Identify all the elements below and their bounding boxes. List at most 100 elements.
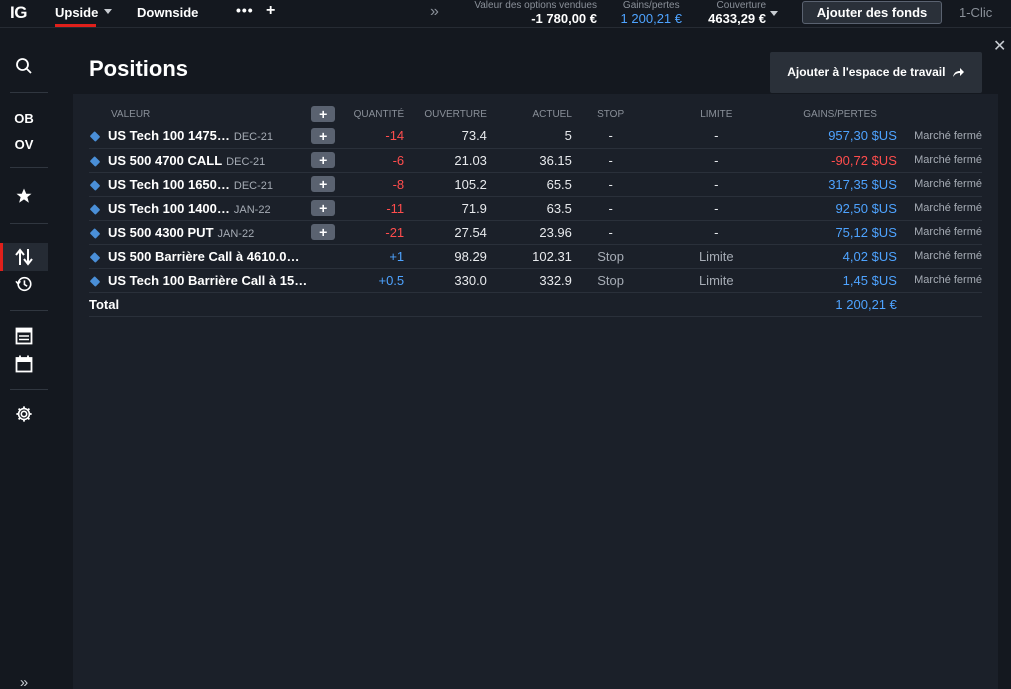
chevron-down-icon[interactable] bbox=[104, 9, 112, 14]
profit-loss-cell: 92,50 $US bbox=[783, 196, 897, 221]
sold-options-label: Valeur des options vendues bbox=[474, 0, 597, 11]
market-status-cell: Marché fermé bbox=[896, 268, 982, 293]
instrument-name[interactable]: US 500 Barrière Call à 4610.0… bbox=[108, 248, 300, 264]
column-header-actuel[interactable]: ACTUEL bbox=[532, 108, 572, 120]
more-tabs-icon[interactable]: ••• bbox=[236, 2, 254, 18]
column-header-gains[interactable]: GAINS/PERTES bbox=[803, 108, 877, 120]
add-to-position-button[interactable]: + bbox=[311, 176, 336, 193]
table-row[interactable]: US Tech 100 1650… DEC-21 + -8 105.2 65.5- -317… bbox=[89, 172, 982, 197]
expiry-label: DEC-21 bbox=[226, 155, 266, 168]
rail-divider bbox=[10, 389, 48, 390]
tag-icon bbox=[89, 179, 101, 191]
stop-cell[interactable]: Stop bbox=[571, 268, 650, 293]
search-icon[interactable] bbox=[0, 57, 48, 78]
column-header-stop[interactable]: STOP bbox=[597, 108, 625, 120]
add-to-position-button[interactable]: + bbox=[311, 128, 336, 145]
stop-cell[interactable]: Stop bbox=[571, 244, 650, 269]
column-header-quantite[interactable]: QUANTITÉ bbox=[353, 108, 405, 120]
stop-cell[interactable]: - bbox=[571, 220, 650, 245]
active-tab-indicator bbox=[55, 24, 96, 27]
expiry-label: JAN-22 bbox=[233, 203, 271, 216]
profit-loss-amount: 1 200,21 € bbox=[620, 11, 682, 26]
star-icon[interactable] bbox=[0, 187, 48, 208]
total-value: 1 200,21 € bbox=[783, 292, 897, 317]
open-price-cell: 105.2 bbox=[404, 172, 487, 197]
stop-cell[interactable]: - bbox=[571, 148, 650, 173]
limit-cell[interactable]: Limite bbox=[649, 268, 784, 293]
instrument-name[interactable]: US Tech 100 1475… bbox=[108, 128, 230, 144]
current-price-cell: 102.31 bbox=[486, 244, 572, 269]
profit-loss-cell: 317,35 $US bbox=[783, 172, 897, 197]
add-to-workspace-label: Ajouter à l'espace de travail bbox=[787, 65, 946, 79]
add-to-position-button[interactable]: + bbox=[311, 200, 336, 217]
add-position-button[interactable]: + bbox=[311, 106, 336, 122]
add-funds-button[interactable]: Ajouter des fonds bbox=[802, 1, 942, 24]
quantity-cell: +0.5 bbox=[338, 268, 405, 293]
instrument-name[interactable]: US Tech 100 1400… bbox=[108, 200, 230, 216]
gear-icon[interactable] bbox=[0, 405, 48, 426]
rail-item-ob[interactable]: OB bbox=[14, 111, 34, 126]
one-click-toggle[interactable]: 1-Clic bbox=[959, 5, 993, 20]
column-header-valeur[interactable]: VALEUR bbox=[111, 108, 151, 120]
rail-divider bbox=[10, 167, 48, 168]
current-price-cell: 63.5 bbox=[486, 196, 572, 221]
rail-active-background bbox=[0, 243, 48, 271]
expiry-label: DEC-21 bbox=[233, 131, 274, 144]
coverage-amount: 4633,29 € bbox=[708, 11, 766, 26]
rail-item-ov[interactable]: OV bbox=[14, 137, 34, 152]
instrument-name[interactable]: US Tech 100 1650… bbox=[108, 176, 230, 192]
profit-loss-cell: 75,12 $US bbox=[783, 220, 897, 245]
table-row[interactable]: US 500 Barrière Call à 4610.0… +1 98.29 102… bbox=[89, 244, 982, 269]
current-price-cell: 65.5 bbox=[486, 172, 572, 197]
chevron-down-icon[interactable] bbox=[770, 11, 778, 16]
profit-loss-cell: 1,45 $US bbox=[783, 268, 897, 293]
table-row[interactable]: US Tech 100 1400… JAN-22 + -11 71.9 63.5- -92,… bbox=[89, 196, 982, 221]
limit-cell[interactable]: - bbox=[649, 124, 784, 149]
tag-icon bbox=[89, 251, 101, 263]
tab-downside[interactable]: Downside bbox=[137, 5, 199, 20]
table-row[interactable]: US Tech 100 1475… DEC-21 + -14 73.4 5- -957,30… bbox=[89, 124, 982, 149]
table-row[interactable]: US 500 4700 CALL DEC-21 + -6 21.03 36.15- - -90… bbox=[89, 148, 982, 173]
column-header-limite[interactable]: LIMITE bbox=[700, 108, 733, 120]
instrument-name[interactable]: US 500 4700 CALL bbox=[108, 152, 223, 168]
close-icon[interactable]: ✕ bbox=[993, 38, 1007, 55]
calendar-icon[interactable] bbox=[0, 355, 48, 376]
open-price-cell: 71.9 bbox=[404, 196, 487, 221]
add-tab-button[interactable]: + bbox=[266, 2, 276, 19]
open-price-cell: 330.0 bbox=[404, 268, 487, 293]
limit-cell[interactable]: - bbox=[649, 148, 784, 173]
positions-icon[interactable] bbox=[0, 247, 48, 270]
market-status-cell: Marché fermé bbox=[896, 244, 982, 269]
total-label: Total bbox=[89, 292, 312, 317]
limit-cell[interactable]: Limite bbox=[649, 244, 784, 269]
market-status-cell: Marché fermé bbox=[896, 148, 982, 173]
expand-rail-icon[interactable]: » bbox=[19, 674, 29, 689]
instrument-name[interactable]: US Tech 100 Barrière Call à 15… bbox=[108, 272, 308, 288]
rail-divider bbox=[10, 310, 48, 311]
double-chevron-right-icon[interactable]: » bbox=[430, 3, 439, 20]
table-row[interactable]: US 500 4300 PUT JAN-22 + -21 27.54 23.96- -75,… bbox=[89, 220, 982, 245]
tag-icon bbox=[89, 203, 101, 215]
stop-cell[interactable]: - bbox=[571, 124, 650, 149]
add-to-position-button[interactable]: + bbox=[311, 152, 336, 169]
rail-divider bbox=[10, 92, 48, 93]
table-row[interactable]: US Tech 100 Barrière Call à 15… +0.5 330.0… bbox=[89, 268, 982, 293]
stop-cell[interactable]: - bbox=[571, 172, 650, 197]
stop-cell[interactable]: - bbox=[571, 196, 650, 221]
tab-upside[interactable]: Upside bbox=[55, 5, 99, 20]
limit-cell[interactable]: - bbox=[649, 172, 784, 197]
ig-logo[interactable]: IG bbox=[10, 3, 27, 22]
add-to-position-button[interactable]: + bbox=[311, 224, 336, 241]
news-icon[interactable] bbox=[0, 327, 48, 348]
limit-cell[interactable]: - bbox=[649, 220, 784, 245]
market-status-cell: Marché fermé bbox=[896, 172, 982, 197]
instrument-name[interactable]: US 500 4300 PUT bbox=[108, 224, 214, 240]
add-to-workspace-button[interactable]: Ajouter à l'espace de travail bbox=[770, 52, 982, 93]
column-header-ouverture[interactable]: OUVERTURE bbox=[424, 108, 487, 120]
coverage-summary[interactable]: Couverture 4633,29 € bbox=[708, 0, 766, 26]
market-status-cell: Marché fermé bbox=[896, 220, 982, 245]
limit-cell[interactable]: - bbox=[649, 196, 784, 221]
profit-loss-summary: Gains/pertes 1 200,21 € bbox=[621, 0, 682, 26]
quantity-cell: -11 bbox=[338, 196, 405, 221]
history-icon[interactable] bbox=[0, 275, 48, 296]
